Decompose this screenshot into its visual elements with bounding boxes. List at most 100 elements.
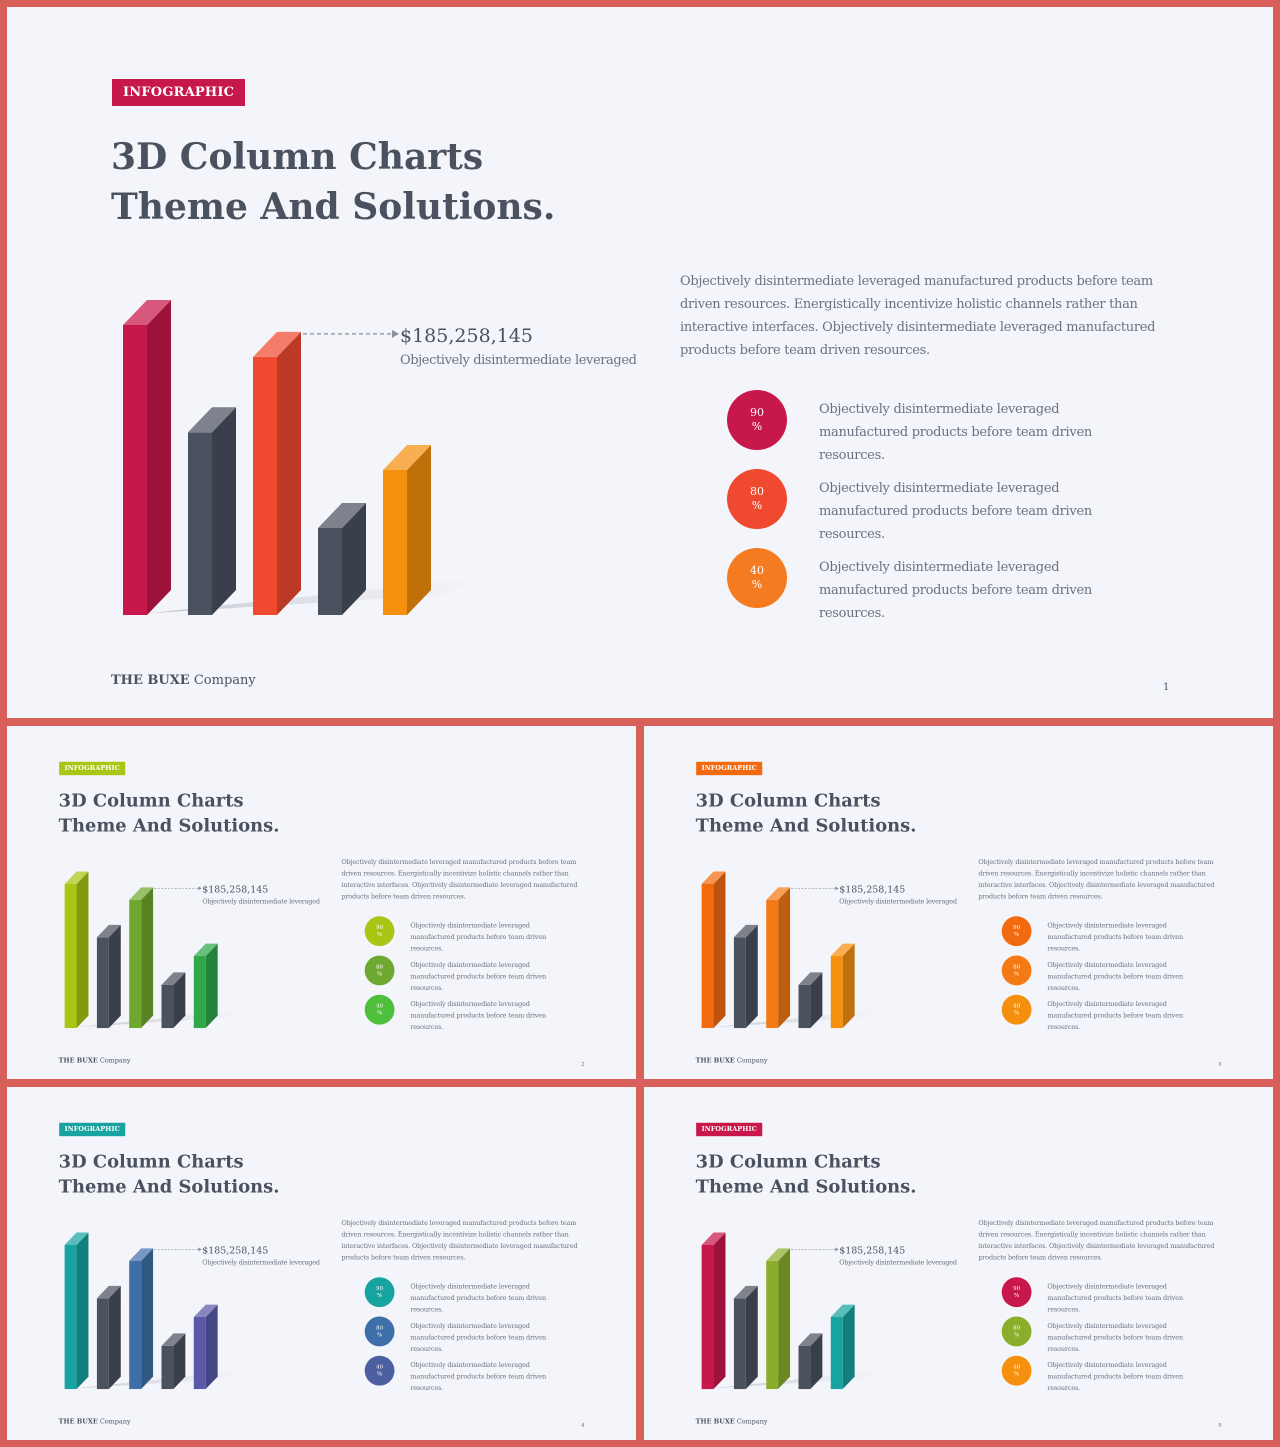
bar-top xyxy=(96,924,121,938)
stat-circle: 80 % xyxy=(1001,1316,1032,1347)
bar-top xyxy=(798,972,823,985)
stat-circle: 80 % xyxy=(364,1316,395,1347)
stat-unit: % xyxy=(751,420,763,433)
bar-front xyxy=(798,984,811,1029)
chart-bar xyxy=(64,1232,89,1390)
slide-4[interactable]: INFOGRAPHIC 3D Column Charts Theme And S… xyxy=(7,1087,636,1440)
title-line-2: Theme And Solutions. xyxy=(695,814,917,836)
bar-side xyxy=(842,1304,855,1390)
footer-brand: THE BUXE Company xyxy=(111,673,256,688)
stat-circle: 80 % xyxy=(727,469,787,529)
stat-text: Objectively disintermediate leveraged ma… xyxy=(1047,1283,1183,1314)
bar-top xyxy=(129,1248,154,1261)
footer-brand-name: THE BUXE xyxy=(58,1056,98,1065)
chart-bar xyxy=(96,924,121,1029)
stat-item: 40 % Objectively disintermediate leverag… xyxy=(364,994,613,1031)
stat-circle: 40 % xyxy=(727,548,787,608)
title-line-1: 3D Column Charts xyxy=(695,1151,881,1172)
bar-top xyxy=(253,331,301,357)
infographic-badge: INFOGRAPHIC xyxy=(696,1122,763,1137)
bar-side xyxy=(745,1285,758,1390)
chart-bar xyxy=(830,943,855,1029)
slide-3[interactable]: INFOGRAPHIC 3D Column Charts Theme And S… xyxy=(644,726,1273,1079)
chart-bar xyxy=(123,300,171,615)
chart-bar xyxy=(798,1333,823,1390)
chart-bar xyxy=(733,924,758,1029)
title-line-2: Theme And Solutions. xyxy=(695,1175,917,1197)
stat-value: 90 xyxy=(376,1285,384,1292)
bar-side xyxy=(713,1232,726,1390)
bar-top xyxy=(733,924,758,938)
footer-brand: THE BUXE Company xyxy=(59,1418,131,1425)
stat-value: 80 xyxy=(376,1324,384,1331)
highlight-value: $185,258,145 xyxy=(400,325,533,347)
bar-side xyxy=(147,300,171,615)
chart-bar xyxy=(318,503,366,615)
bar-top xyxy=(161,1333,186,1346)
stat-circle: 40 % xyxy=(364,1355,395,1386)
stat-value: 90 xyxy=(1013,1285,1021,1292)
highlight-value: $185,258,145 xyxy=(202,883,269,895)
bar-front xyxy=(123,325,147,615)
chart-bar xyxy=(766,887,791,1029)
stat-item: 80 % Objectively disintermediate leverag… xyxy=(1001,955,1250,992)
footer-company: Company xyxy=(193,673,256,688)
column-chart xyxy=(64,1232,248,1390)
title-line-1: 3D Column Charts xyxy=(111,136,484,178)
bar-top xyxy=(701,871,726,884)
footer-brand-name: THE BUXE xyxy=(695,1056,735,1065)
stat-unit: % xyxy=(376,1331,383,1338)
stat-text: Objectively disintermediate leveraged ma… xyxy=(1047,1361,1183,1393)
chart-bar xyxy=(193,943,218,1029)
stat-text: Objectively disintermediate leveraged ma… xyxy=(410,1283,546,1314)
bar-side xyxy=(277,331,301,615)
stat-text: Objectively disintermediate leveraged ma… xyxy=(1047,1000,1183,1032)
stat-value: 90 xyxy=(1013,924,1021,931)
chart-bar xyxy=(64,871,89,1029)
stat-item: 40 % Objectively disintermediate leverag… xyxy=(1001,1355,1250,1392)
stat-text: Objectively disintermediate leveraged ma… xyxy=(410,1361,546,1393)
footer-company: Company xyxy=(736,1417,768,1426)
stat-unit: % xyxy=(376,970,383,977)
stat-text: Objectively disintermediate leveraged ma… xyxy=(410,961,546,992)
highlight-caption: Objectively disintermediate leveraged xyxy=(202,897,320,906)
footer-company: Company xyxy=(99,1417,131,1426)
callout-arrowhead xyxy=(198,886,202,891)
stat-text: Objectively disintermediate leveraged ma… xyxy=(410,922,546,953)
stat-value: 40 xyxy=(1013,1363,1021,1371)
bar-side xyxy=(173,1333,186,1390)
stat-value: 90 xyxy=(750,406,764,419)
slide-1[interactable]: INFOGRAPHIC 3D Column Charts Theme And S… xyxy=(7,7,1273,718)
bar-front xyxy=(798,1345,811,1390)
stat-circle: 90 % xyxy=(1001,916,1032,947)
stat-item: 80 % Objectively disintermediate leverag… xyxy=(364,1316,613,1353)
footer-company: Company xyxy=(736,1056,768,1065)
column-chart xyxy=(701,871,885,1029)
stat-unit: % xyxy=(376,1292,383,1299)
stat-item: 40 % Objectively disintermediate leverag… xyxy=(1001,994,1250,1031)
stat-unit: % xyxy=(1013,931,1020,938)
bar-side xyxy=(76,1232,89,1390)
bar-top xyxy=(64,1232,89,1245)
bar-top xyxy=(701,1232,726,1245)
bar-front xyxy=(733,1298,746,1390)
callout-arrowhead xyxy=(392,329,399,338)
highlight-caption: Objectively disintermediate leveraged xyxy=(839,897,957,906)
stat-circle: 80 % xyxy=(364,955,395,986)
bar-top xyxy=(64,871,89,884)
chart-bar xyxy=(701,1232,726,1390)
stat-item: 90 % Objectively disintermediate leverag… xyxy=(364,916,613,953)
slide-5[interactable]: INFOGRAPHIC 3D Column Charts Theme And S… xyxy=(644,1087,1273,1440)
chart-bar xyxy=(766,1248,791,1390)
title-line-1: 3D Column Charts xyxy=(58,790,244,811)
chart-bar xyxy=(188,407,236,615)
bar-front xyxy=(383,470,407,615)
page-number: 1 xyxy=(1163,682,1170,693)
chart-bar xyxy=(830,1304,855,1390)
column-chart xyxy=(701,1232,885,1390)
bar-front xyxy=(193,1317,206,1390)
bar-top xyxy=(830,943,855,957)
chart-bar xyxy=(193,1304,218,1390)
slide-2[interactable]: INFOGRAPHIC 3D Column Charts Theme And S… xyxy=(7,726,636,1079)
bar-side xyxy=(778,1248,791,1390)
